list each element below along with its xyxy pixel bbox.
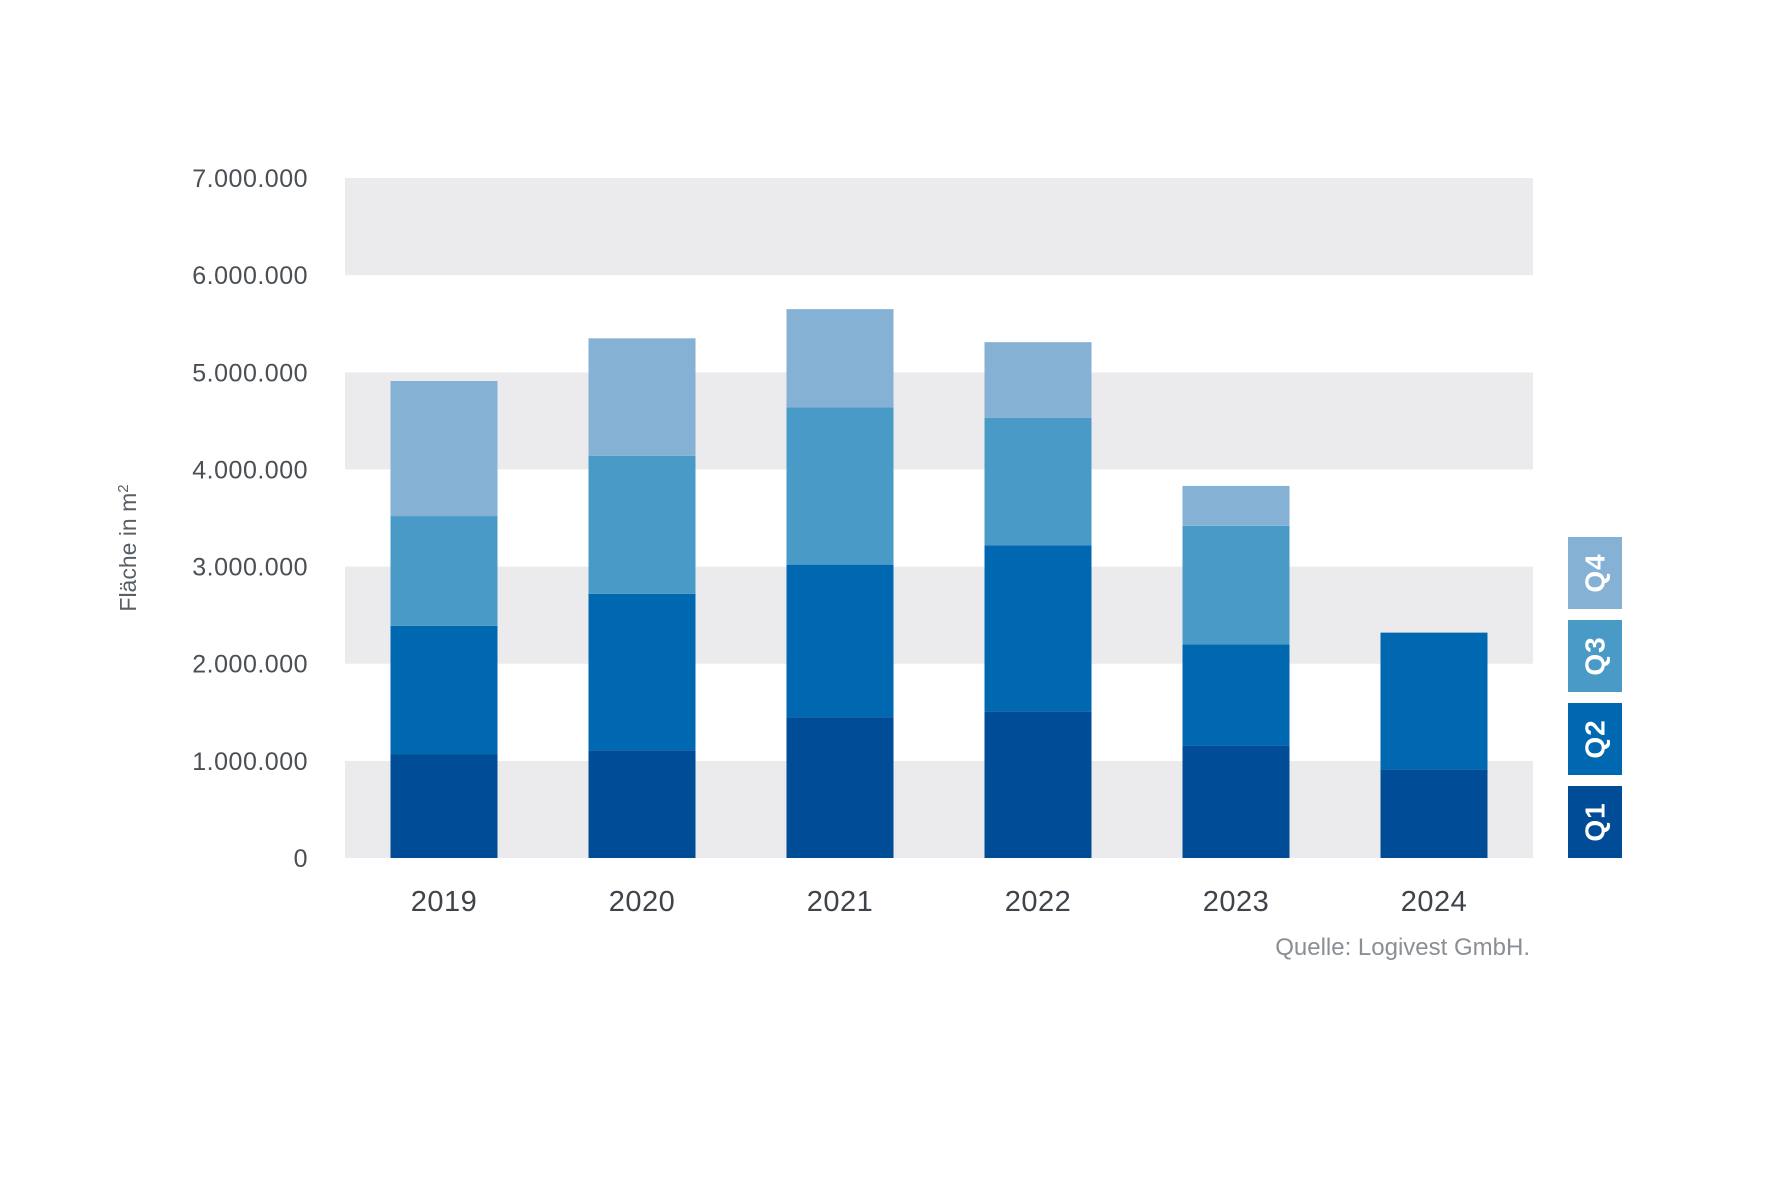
band-5 bbox=[345, 275, 1533, 373]
bar-2019-q3 bbox=[390, 516, 498, 626]
x-axis-ticks: 2019 2020 2021 2022 2023 2024 bbox=[411, 886, 1468, 918]
legend-label-q4: Q4 bbox=[1580, 553, 1611, 592]
bar-2020-q1 bbox=[588, 750, 696, 858]
bars bbox=[390, 309, 1488, 858]
source-note: Quelle: Logivest GmbH. bbox=[1275, 934, 1530, 961]
bar-2022-q3 bbox=[984, 417, 1092, 546]
bar-2023-q4 bbox=[1182, 485, 1290, 526]
bar-2024-q1 bbox=[1380, 769, 1488, 858]
legend-label-q3: Q3 bbox=[1580, 636, 1611, 675]
bar-2019-q1 bbox=[390, 754, 498, 858]
bar-2020-q3 bbox=[588, 455, 696, 594]
legend-swatch-q4 bbox=[1568, 537, 1622, 609]
band-0 bbox=[345, 760, 1533, 858]
y-tick-label-7: 7.000.000 bbox=[192, 165, 308, 193]
bar-2024-q2 bbox=[1380, 632, 1488, 770]
legend-swatch-q2 bbox=[1568, 703, 1622, 775]
bar-2023-q2 bbox=[1182, 644, 1290, 746]
x-tick-label-2022: 2022 bbox=[1005, 886, 1072, 918]
band-1 bbox=[345, 663, 1533, 761]
legend-label-q2: Q2 bbox=[1580, 719, 1611, 758]
band-3 bbox=[345, 469, 1533, 567]
x-tick-label-2021: 2021 bbox=[807, 886, 874, 918]
bar-2023-q3 bbox=[1182, 525, 1290, 645]
bar-2021-q3 bbox=[786, 407, 894, 565]
y-tick-label-2: 2.000.000 bbox=[192, 651, 308, 679]
y-tick-label-6: 6.000.000 bbox=[192, 262, 308, 290]
y-tick-label-0: 0 bbox=[294, 845, 308, 873]
y-axis-ticks: 0 1.000.000 2.000.000 3.000.000 4.000.000 5.0… bbox=[192, 165, 308, 873]
bar-2021-q2 bbox=[786, 564, 894, 718]
band-2 bbox=[345, 566, 1533, 664]
bar-2021-q4 bbox=[786, 309, 894, 408]
x-tick-label-2023: 2023 bbox=[1203, 886, 1270, 918]
x-tick-label-2024: 2024 bbox=[1401, 886, 1468, 918]
y-tick-label-1: 1.000.000 bbox=[192, 748, 308, 776]
bar-2021-q1 bbox=[786, 717, 894, 858]
legend-swatch-q1 bbox=[1568, 786, 1622, 858]
bar-2019-q4 bbox=[390, 381, 498, 517]
bar-2023-q1 bbox=[1182, 745, 1290, 858]
x-tick-label-2019: 2019 bbox=[411, 886, 478, 918]
bar-2022-q4 bbox=[984, 342, 1092, 418]
y-axis-label-text: Fläche in m bbox=[115, 493, 141, 612]
legend-label-q1: Q1 bbox=[1580, 802, 1611, 841]
bar-2020-q4 bbox=[588, 338, 696, 456]
bar-2022-q1 bbox=[984, 711, 1092, 858]
bar-2020-q2 bbox=[588, 593, 696, 751]
y-axis-label-superscript: 2 bbox=[115, 484, 132, 492]
y-tick-label-4: 4.000.000 bbox=[192, 456, 308, 484]
band-6 bbox=[345, 178, 1533, 276]
y-axis-label: Fläche in m2 bbox=[115, 484, 142, 611]
legend: Q1 Q2 Q3 Q4 bbox=[1568, 537, 1622, 858]
legend-swatch-q3 bbox=[1568, 620, 1622, 692]
x-tick-label-2020: 2020 bbox=[609, 886, 676, 918]
y-tick-label-3: 3.000.000 bbox=[192, 554, 308, 582]
bar-2022-q2 bbox=[984, 545, 1092, 712]
bar-2019-q2 bbox=[390, 625, 498, 755]
band-4 bbox=[345, 372, 1533, 470]
background-bands bbox=[345, 178, 1533, 858]
y-tick-label-5: 5.000.000 bbox=[192, 359, 308, 387]
